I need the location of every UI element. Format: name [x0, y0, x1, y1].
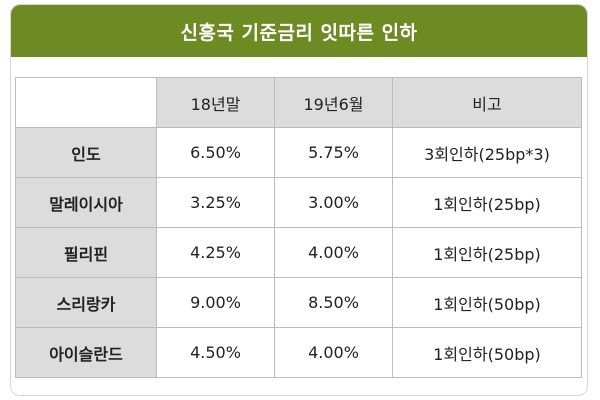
country-cell: 인도	[15, 127, 157, 178]
table-row: 아이슬란드 4.50% 4.00% 1회인하(50bp)	[15, 327, 582, 378]
rate-end-2018-cell: 9.00%	[156, 277, 275, 328]
rate-jun-2019-cell: 4.00%	[274, 327, 393, 378]
table-row: 인도 6.50% 5.75% 3회인하(25bp*3)	[15, 127, 582, 178]
note-cell: 1회인하(25bp)	[392, 177, 582, 228]
column-header-end-2018: 18년말	[156, 77, 275, 128]
rate-jun-2019-cell: 8.50%	[274, 277, 393, 328]
rate-jun-2019-cell: 3.00%	[274, 177, 393, 228]
note-cell: 1회인하(50bp)	[392, 277, 582, 328]
infographic-card: 신흥국 기준금리 잇따른 인하 18년말 19년6월 비고 인도 6.50% 5…	[10, 4, 588, 396]
rate-end-2018-cell: 3.25%	[156, 177, 275, 228]
rate-end-2018-cell: 6.50%	[156, 127, 275, 178]
page-title: 신흥국 기준금리 잇따른 인하	[180, 21, 418, 44]
note-cell: 1회인하(25bp)	[392, 227, 582, 278]
rate-jun-2019-cell: 4.00%	[274, 227, 393, 278]
country-cell: 필리핀	[15, 227, 157, 278]
note-cell: 3회인하(25bp*3)	[392, 127, 582, 178]
table-row: 말레이시아 3.25% 3.00% 1회인하(25bp)	[15, 177, 582, 228]
table-row: 필리핀 4.25% 4.00% 1회인하(25bp)	[15, 227, 582, 278]
interest-rate-table: 18년말 19년6월 비고 인도 6.50% 5.75% 3회인하(25bp*3…	[15, 77, 582, 378]
note-cell: 1회인하(50bp)	[392, 327, 582, 378]
country-cell: 스리랑카	[15, 277, 157, 328]
table-row: 스리랑카 9.00% 8.50% 1회인하(50bp)	[15, 277, 582, 328]
rate-end-2018-cell: 4.25%	[156, 227, 275, 278]
rate-end-2018-cell: 4.50%	[156, 327, 275, 378]
rate-jun-2019-cell: 5.75%	[274, 127, 393, 178]
column-header-note: 비고	[392, 77, 582, 128]
country-cell: 말레이시아	[15, 177, 157, 228]
title-banner: 신흥국 기준금리 잇따른 인하	[11, 5, 587, 57]
country-cell: 아이슬란드	[15, 327, 157, 378]
column-header-jun-2019: 19년6월	[274, 77, 393, 128]
table-header-row: 18년말 19년6월 비고	[15, 77, 582, 128]
corner-cell	[15, 77, 157, 128]
